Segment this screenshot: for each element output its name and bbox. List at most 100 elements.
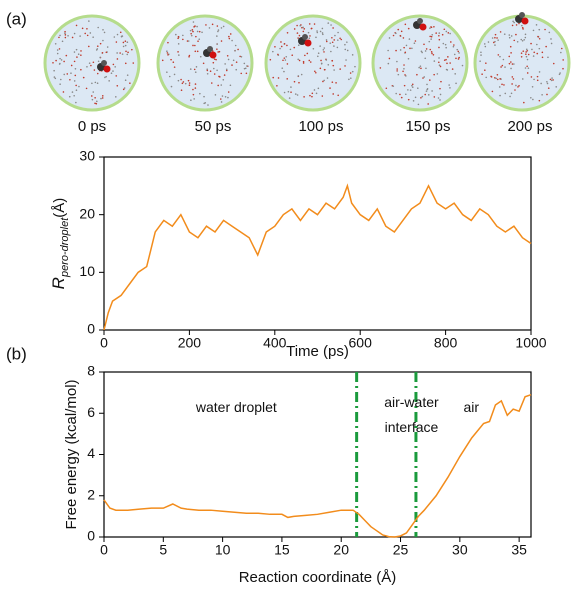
water-molecule (187, 40, 190, 42)
water-molecule (178, 54, 180, 56)
water-molecule (100, 97, 102, 100)
water-molecule (79, 35, 81, 37)
water-molecule (404, 51, 407, 54)
water-molecule (429, 35, 431, 38)
water-molecule (73, 51, 76, 53)
water-molecule (190, 99, 192, 102)
water-molecule (188, 84, 191, 87)
water-molecule (517, 86, 519, 88)
water-molecule (438, 46, 440, 49)
water-molecule (526, 58, 529, 61)
water-molecule (311, 92, 314, 95)
water-molecule (177, 35, 180, 38)
water-molecule (345, 59, 347, 61)
water-molecule (64, 36, 67, 39)
water-molecule (194, 83, 197, 85)
plot-frame (103, 156, 532, 331)
water-molecule (331, 81, 334, 83)
water-molecule (455, 82, 457, 85)
water-molecule (198, 38, 201, 41)
water-molecule (329, 42, 332, 44)
water-molecule (56, 52, 59, 55)
water-molecule (89, 32, 92, 34)
water-molecule (293, 46, 296, 49)
water-molecule (194, 50, 197, 53)
water-molecule (327, 22, 330, 24)
water-molecule (330, 50, 332, 53)
water-molecule (276, 84, 278, 87)
plot-frame (103, 371, 532, 538)
water-molecule (131, 48, 133, 51)
water-molecule (449, 62, 451, 64)
water-molecule (55, 59, 57, 62)
water-molecule (508, 34, 511, 36)
water-molecule (217, 51, 219, 53)
water-molecule (321, 95, 324, 97)
water-molecule (407, 89, 409, 91)
water-molecule (77, 53, 80, 56)
water-molecule (322, 48, 325, 51)
water-molecule (504, 92, 507, 95)
water-molecule (59, 34, 61, 37)
water-molecule (227, 91, 230, 93)
water-molecule (399, 93, 401, 96)
snapshots (43, 12, 571, 112)
water-molecule (395, 49, 397, 52)
water-molecule (282, 59, 284, 62)
water-molecule (503, 84, 505, 86)
water-molecule (445, 68, 448, 71)
x-tick-label: 25 (393, 542, 409, 558)
water-molecule (513, 39, 516, 42)
water-molecule (315, 92, 318, 95)
water-molecule (82, 76, 85, 79)
water-molecule (180, 78, 182, 81)
water-molecule (229, 84, 232, 87)
water-molecule (58, 36, 60, 39)
water-molecule (332, 93, 335, 95)
x-tick-label: 200 (178, 335, 202, 351)
water-molecule (533, 51, 536, 54)
water-molecule (296, 24, 298, 27)
water-molecule (104, 76, 106, 79)
water-molecule (126, 53, 129, 56)
water-molecule (399, 49, 402, 51)
water-molecule (288, 97, 291, 99)
water-molecule (220, 84, 223, 86)
water-molecule (106, 46, 109, 48)
water-molecule (417, 87, 419, 89)
water-molecule (226, 54, 229, 57)
water-molecule (388, 57, 391, 60)
water-molecule (119, 52, 121, 54)
water-molecule (313, 23, 316, 25)
water-molecule (515, 33, 517, 36)
water-molecule (214, 94, 217, 96)
water-molecule (527, 67, 530, 69)
water-molecule (73, 94, 75, 97)
x-tick-label: 35 (511, 542, 527, 558)
water-molecule (402, 37, 405, 39)
y-axis-label-sub: pero-droplet (59, 217, 71, 278)
water-molecule (116, 52, 118, 54)
water-molecule (320, 62, 323, 65)
water-molecule (499, 55, 501, 58)
water-molecule (332, 64, 335, 67)
water-molecule (184, 82, 187, 85)
water-molecule (234, 49, 236, 52)
water-molecule (435, 32, 437, 34)
water-molecule (321, 32, 324, 34)
water-molecule (189, 29, 192, 32)
water-molecule (62, 91, 65, 93)
water-molecule (220, 101, 223, 103)
water-molecule (392, 85, 395, 87)
water-molecule (317, 55, 319, 58)
water-molecule (426, 88, 428, 91)
water-molecule (346, 49, 349, 52)
water-molecule (530, 96, 532, 99)
water-molecule (92, 61, 95, 64)
water-molecule (392, 34, 395, 37)
water-molecule (54, 77, 57, 80)
water-molecule (449, 32, 451, 35)
water-molecule (541, 56, 544, 59)
water-molecule (95, 102, 98, 105)
water-molecule (439, 87, 441, 90)
